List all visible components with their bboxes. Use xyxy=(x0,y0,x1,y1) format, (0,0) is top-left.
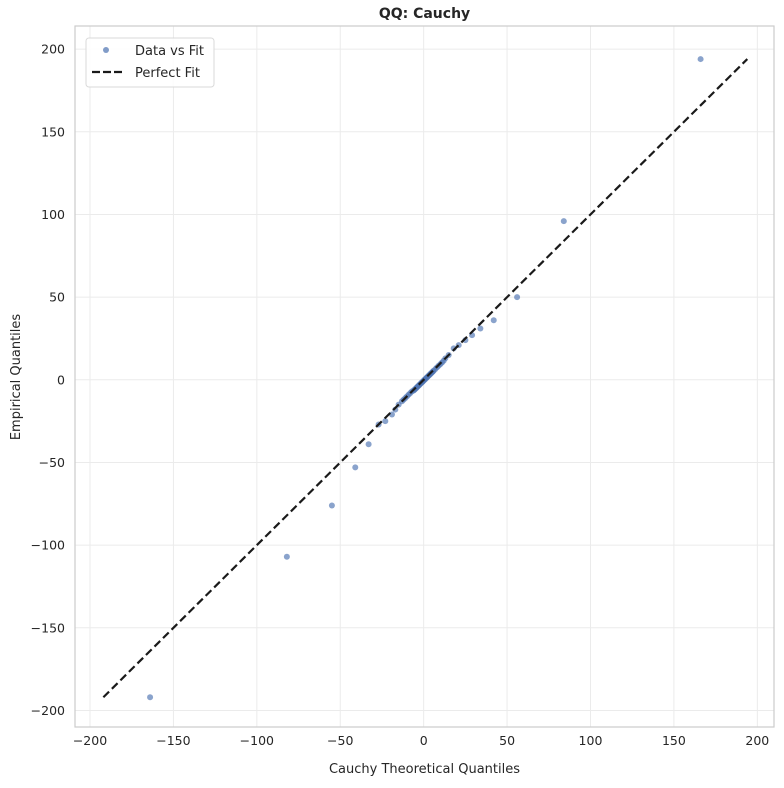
x-tick-label: 150 xyxy=(662,733,686,748)
y-tick-label: 150 xyxy=(41,124,65,139)
data-point xyxy=(147,694,154,701)
y-tick-label: −150 xyxy=(31,620,65,635)
data-point xyxy=(514,294,521,301)
legend-marker-data xyxy=(103,47,109,53)
y-tick-label: −100 xyxy=(31,538,65,553)
data-point xyxy=(328,502,335,509)
legend-label-data: Data vs Fit xyxy=(135,44,204,59)
plot-marks xyxy=(102,56,749,701)
legend-box xyxy=(85,37,215,88)
data-point xyxy=(560,218,567,225)
y-tick-label: 100 xyxy=(41,207,65,222)
y-tick-label: 0 xyxy=(57,372,65,387)
data-point xyxy=(477,325,484,332)
data-point xyxy=(490,317,497,324)
data-point xyxy=(352,464,359,471)
perfect-fit-line xyxy=(102,58,749,699)
x-tick-label: 100 xyxy=(579,733,603,748)
y-axis-label: Empirical Quantiles xyxy=(9,314,24,441)
y-tick-label: 200 xyxy=(41,42,65,57)
legend: Data vs Fit Perfect Fit xyxy=(85,37,215,88)
tick-labels: −200 −150 −100 −50 0 50 100 150 200 −200 −150 −100 −… xyxy=(31,42,770,748)
x-axis-label: Cauchy Theoretical Quantiles xyxy=(329,762,520,777)
plot-frame xyxy=(74,25,775,728)
chart-title: QQ: Cauchy xyxy=(379,6,470,22)
x-tick-label: −200 xyxy=(73,733,107,748)
x-tick-label: −50 xyxy=(327,733,353,748)
x-tick-label: −100 xyxy=(240,733,274,748)
x-tick-label: 0 xyxy=(420,733,428,748)
x-tick-label: 200 xyxy=(745,733,769,748)
legend-label-fit: Perfect Fit xyxy=(135,66,200,81)
y-tick-label: 50 xyxy=(49,290,65,305)
data-point xyxy=(283,553,290,560)
data-point xyxy=(697,56,704,63)
y-tick-label: −50 xyxy=(39,455,65,470)
y-tick-label: −200 xyxy=(31,703,65,718)
data-point xyxy=(365,441,372,448)
data-point xyxy=(382,418,389,425)
x-tick-label: 50 xyxy=(499,733,515,748)
x-tick-label: −150 xyxy=(156,733,190,748)
